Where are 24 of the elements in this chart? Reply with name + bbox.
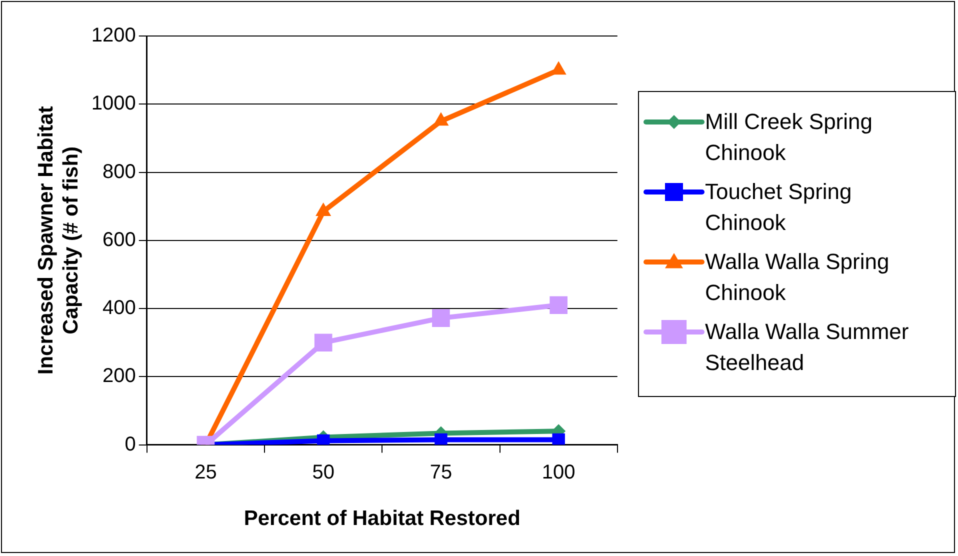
y-tick-label: 1200	[91, 24, 136, 47]
y-tick-label: 0	[124, 433, 136, 456]
legend-label: Touchet Spring Chinook	[705, 178, 853, 237]
y-tick-label: 600	[102, 228, 136, 251]
x-axis-title: Percent of Habitat Restored	[244, 507, 520, 530]
point	[433, 112, 449, 126]
legend-label: Walla Walla Summer Steelhead	[705, 318, 910, 377]
legend-label: Walla Walla Spring Chinook	[705, 248, 890, 307]
y-tick-label: 400	[102, 297, 136, 320]
y-tick-label: 800	[102, 160, 136, 183]
y-tick-label: 200	[102, 365, 136, 388]
point	[552, 433, 565, 445]
point	[550, 296, 568, 314]
point	[434, 433, 448, 445]
x-tick-label: 100	[542, 461, 576, 484]
point	[316, 202, 332, 216]
x-tick-label: 25	[194, 461, 217, 484]
point	[432, 309, 450, 327]
x-tick-label: 75	[430, 461, 452, 484]
y-axis-title: Increased Spawner Habitat Capacity (# of fish)	[34, 106, 83, 375]
legend-label: Mill Creek Spring Chinook	[705, 108, 874, 167]
y-tick-label: 1000	[91, 92, 136, 115]
x-tick-label: 50	[312, 461, 334, 484]
point	[314, 334, 332, 352]
